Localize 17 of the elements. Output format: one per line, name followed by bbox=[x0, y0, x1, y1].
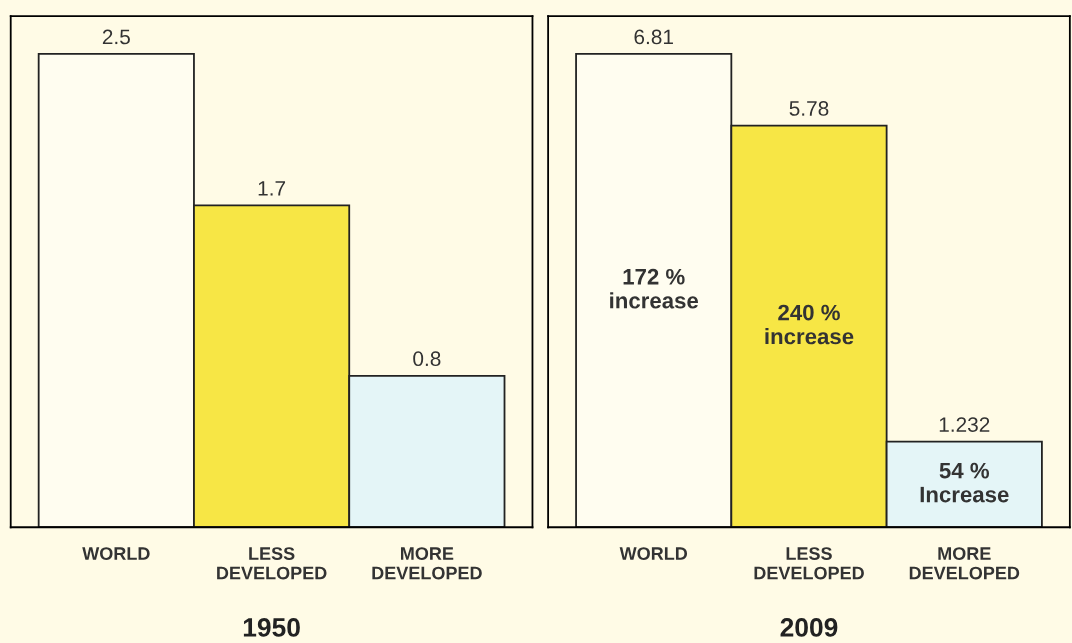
data-label: 1.7 bbox=[258, 181, 286, 196]
data-label: 6.81 bbox=[634, 29, 673, 45]
data-label: 0.8 bbox=[413, 351, 441, 367]
x-tick-label: MORE DEVELOPED bbox=[909, 547, 1020, 580]
annotation: 54 % Increase bbox=[920, 462, 1009, 503]
data-label: 5.78 bbox=[789, 101, 829, 116]
annotation: 240 % increase bbox=[765, 304, 854, 345]
text: 1950 bbox=[243, 618, 300, 637]
data-label: 2.5 bbox=[102, 29, 130, 45]
x-tick-label: LESS DEVELOPED bbox=[754, 547, 864, 580]
text: 2009 bbox=[780, 618, 838, 637]
x-tick-label: WORLD bbox=[82, 547, 150, 560]
x-tick-label: MORE DEVELOPED bbox=[372, 547, 482, 580]
x-tick-label: LESS DEVELOPED bbox=[217, 547, 327, 580]
data-label: 1.232 bbox=[939, 417, 990, 432]
annotation: 172 % increase bbox=[610, 268, 699, 309]
x-tick-label: WORLD bbox=[619, 547, 688, 560]
